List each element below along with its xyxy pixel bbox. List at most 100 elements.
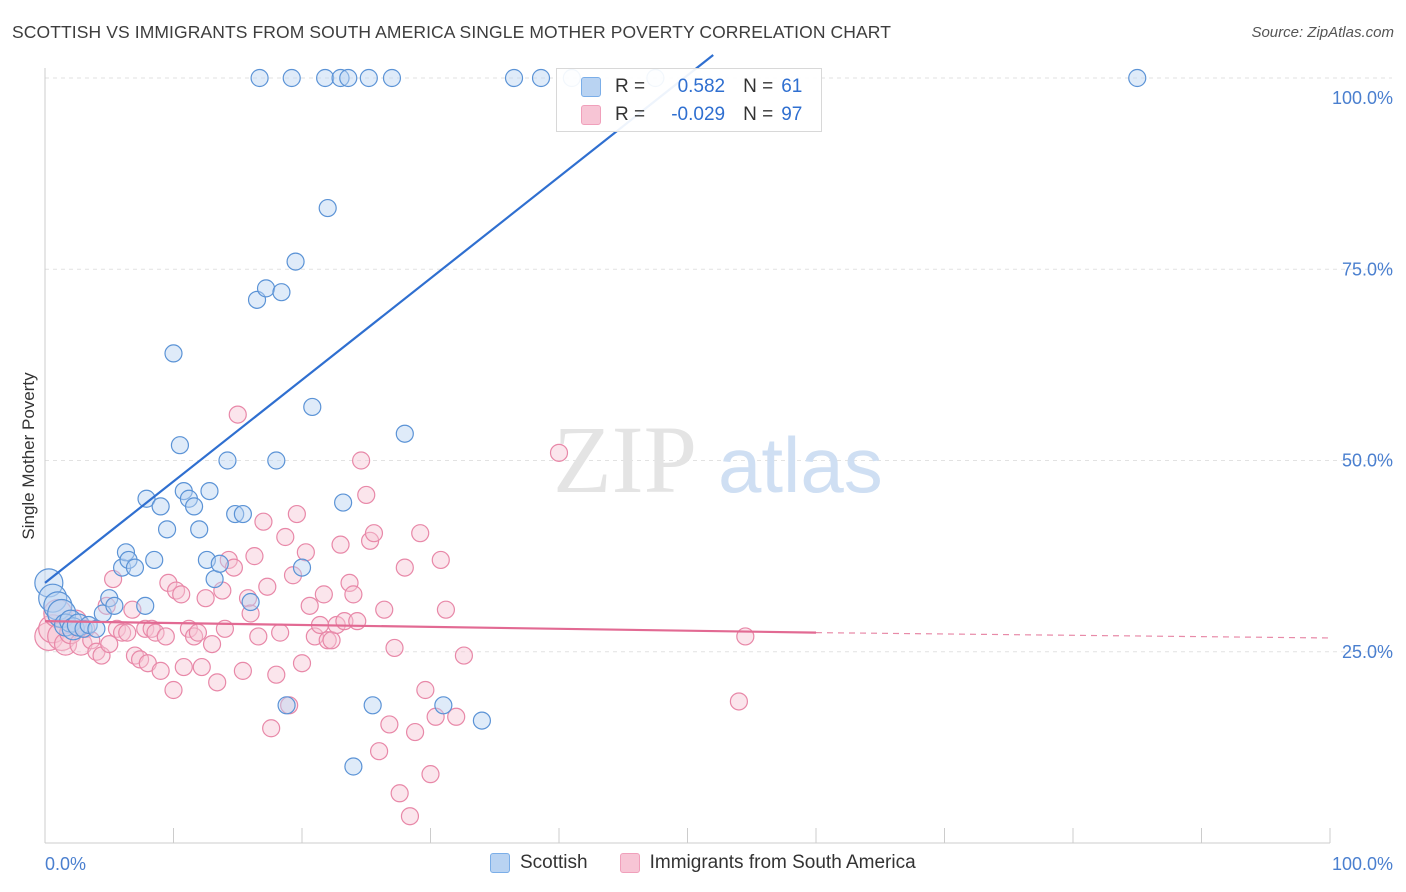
scottish-point xyxy=(472,711,491,730)
scottish-point xyxy=(344,757,363,776)
south-america-point xyxy=(400,807,420,826)
scottish-point xyxy=(200,482,219,501)
scottish-point xyxy=(190,520,209,539)
south-america-point xyxy=(164,680,183,700)
scottish-point xyxy=(136,596,155,615)
south-america-point xyxy=(245,547,264,566)
scottish-point xyxy=(87,619,106,638)
scottish-point xyxy=(157,520,177,539)
axes xyxy=(44,68,1331,844)
watermark-atlas: atlas xyxy=(718,421,883,509)
y-tick-label: 25.0% xyxy=(1342,642,1393,662)
scottish-point xyxy=(250,68,269,88)
stats-row-scottish: R = 0.582 N = 61 xyxy=(557,73,802,101)
south-america-point xyxy=(112,623,132,642)
scottish-point xyxy=(137,489,156,508)
south-america-point xyxy=(421,765,440,784)
south-america-point xyxy=(174,657,193,677)
south-america-point xyxy=(228,405,247,424)
south-america-point xyxy=(322,631,341,650)
south-america-point xyxy=(258,577,277,596)
legend-swatch-south-america xyxy=(619,853,640,873)
south-america-point xyxy=(729,692,749,711)
x-tick-label-max: 100.0% xyxy=(1332,854,1393,874)
scottish-point xyxy=(359,68,378,88)
south-america-point xyxy=(357,485,376,505)
scottish-point xyxy=(145,550,164,570)
legend-item-south-america: Immigrants from South America xyxy=(619,852,916,874)
legend-swatch-scottish xyxy=(490,853,510,873)
south-america-point xyxy=(454,646,474,665)
south-america-point xyxy=(159,573,178,593)
south-america-point xyxy=(292,654,312,673)
south-america-point xyxy=(136,619,155,638)
r-value-south-america: -0.029 xyxy=(671,104,726,125)
south-america-point xyxy=(447,707,466,726)
south-america-point xyxy=(271,623,290,642)
trend-lines xyxy=(44,54,1331,639)
scottish-point xyxy=(164,344,183,363)
scottish-point xyxy=(256,279,276,298)
scottish-point xyxy=(105,596,124,615)
south-america-point xyxy=(100,634,119,654)
scottish-point xyxy=(434,696,453,715)
scottish-point xyxy=(226,504,245,524)
south-america-point xyxy=(224,558,243,577)
south-america-point xyxy=(405,722,425,742)
scottish-point xyxy=(38,583,68,613)
south-america-point xyxy=(188,623,208,642)
r-label: R = xyxy=(615,76,646,97)
legend-label-south-america: Immigrants from South America xyxy=(649,852,916,873)
scottish-point xyxy=(43,591,73,621)
scottish-point xyxy=(303,397,322,417)
south-america-point xyxy=(296,543,315,562)
scottish-point xyxy=(331,68,350,88)
scottish-point xyxy=(125,558,145,577)
south-america-point xyxy=(331,535,350,554)
scottish-point xyxy=(151,497,170,516)
stats-box: R = 0.582 N = 61 R = -0.029 N = 97 xyxy=(556,68,822,132)
south-america-point xyxy=(287,504,306,524)
south-america-point xyxy=(344,585,363,604)
south-america-point xyxy=(276,527,295,547)
south-america-point xyxy=(375,600,394,619)
legend-item-scottish: Scottish xyxy=(490,852,588,874)
south-america-point xyxy=(385,638,404,658)
n-label: N = xyxy=(743,104,774,125)
south-america-point xyxy=(249,627,268,646)
scottish-point xyxy=(339,68,358,88)
south-america-point xyxy=(118,623,137,642)
grid-lines xyxy=(45,77,1392,653)
south-america-point xyxy=(151,661,170,680)
scottish-point xyxy=(170,436,190,455)
scottish-point xyxy=(286,252,305,271)
south-america-point xyxy=(380,715,399,734)
scottish-point xyxy=(184,497,204,516)
r-value-scottish: 0.582 xyxy=(677,76,726,97)
scottish-point xyxy=(218,451,237,470)
y-tick-label: 100.0% xyxy=(1332,88,1393,108)
south-america-point xyxy=(192,657,211,677)
scottish-point xyxy=(395,424,414,443)
scottish-point xyxy=(233,504,252,524)
south-america-point xyxy=(348,612,367,631)
south-america-point xyxy=(254,512,273,531)
tick-labels: 25.0% 50.0% 75.0% 100.0% 0.0% 100.0% xyxy=(45,88,1393,874)
n-value-south-america: 97 xyxy=(781,104,803,125)
scottish-point xyxy=(363,696,382,715)
south-america-point xyxy=(300,596,319,615)
scottish-point xyxy=(318,198,337,218)
scottish-point xyxy=(272,283,291,302)
south-america-point xyxy=(172,585,191,604)
trend-line-south-america xyxy=(44,620,817,634)
y-tick-label: 50.0% xyxy=(1342,451,1393,471)
south-america-point xyxy=(314,585,333,604)
south-america-point xyxy=(196,589,215,608)
points-scottish xyxy=(34,68,1147,776)
source-credit: Source: ZipAtlas.com xyxy=(1251,24,1394,41)
scottish-point xyxy=(316,68,335,88)
stats-row-south-america: R = -0.029 N = 97 xyxy=(557,101,802,129)
y-axis-label: Single Mother Poverty xyxy=(19,372,38,540)
south-america-point xyxy=(146,623,165,642)
